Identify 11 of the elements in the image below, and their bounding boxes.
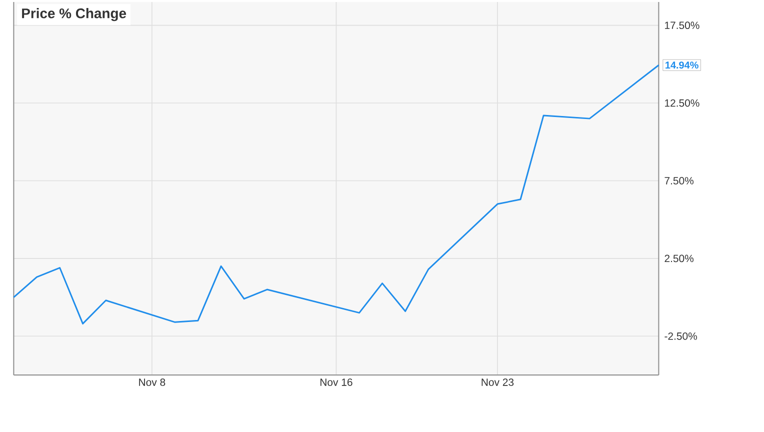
- line-series: [12, 64, 660, 324]
- y-tick-label: 17.50%: [665, 22, 700, 30]
- x-tick-label: Nov 23: [482, 378, 514, 386]
- y-tick-label: -2.50%: [664, 332, 697, 340]
- y-tick-label: 2.50%: [664, 254, 694, 262]
- chart-title: Price % Change: [22, 8, 126, 22]
- x-tick-label: Nov 8: [139, 378, 166, 386]
- data-label: 14.94%: [666, 62, 698, 69]
- x-tick-label: Nov 16: [320, 378, 352, 386]
- y-tick-label: 12.50%: [665, 99, 700, 107]
- y-tick-label: 7.50%: [664, 177, 694, 184]
